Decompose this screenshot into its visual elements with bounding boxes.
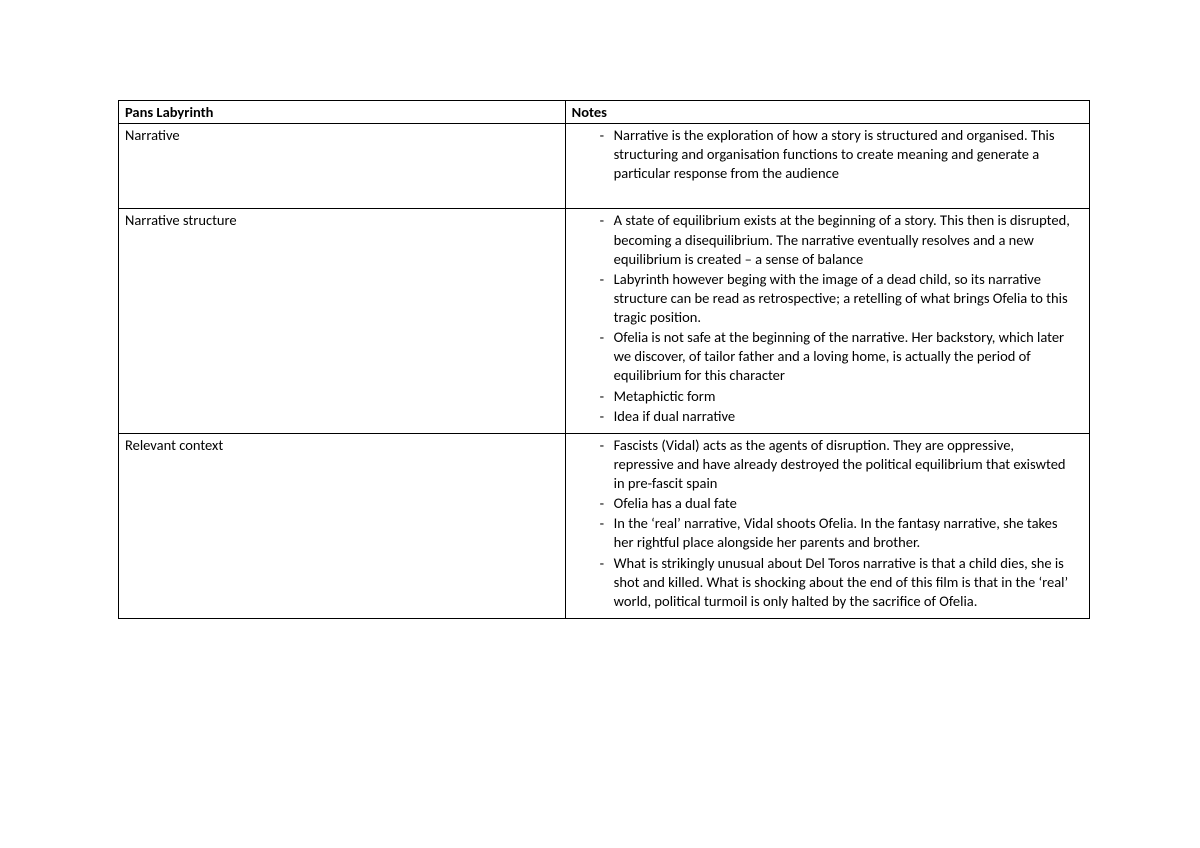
table-row: Narrative Narrative is the exploration of… xyxy=(119,124,1090,209)
table-row: Relevant context Fascists (Vidal) acts as… xyxy=(119,433,1090,618)
list-item: Fascists (Vidal) acts as the agents of d… xyxy=(600,436,1077,493)
table-row: Narrative structure A state of equilibriu… xyxy=(119,209,1090,433)
document-page: Pans Labyrinth Notes NarrativeNarrative … xyxy=(0,0,1200,619)
topic-cell: Narrative xyxy=(119,124,566,209)
bullet-list: Fascists (Vidal) acts as the agents of d… xyxy=(572,436,1083,616)
topic-cell: Narrative structure xyxy=(119,209,566,433)
list-item: Narrative is the exploration of how a st… xyxy=(600,126,1077,183)
list-item: Ofelia is not safe at the beginning of t… xyxy=(600,328,1077,385)
spacer xyxy=(572,188,1083,206)
list-item: What is strikingly unusual about Del Tor… xyxy=(600,554,1077,611)
header-col1: Pans Labyrinth xyxy=(119,101,566,124)
list-item: Metaphictic form xyxy=(600,387,1077,406)
list-item: Idea if dual narrative xyxy=(600,407,1077,426)
notes-cell: Fascists (Vidal) acts as the agents of d… xyxy=(565,433,1089,618)
bullet-list: Narrative is the exploration of how a st… xyxy=(572,126,1083,188)
table-header-row: Pans Labyrinth Notes xyxy=(119,101,1090,124)
list-item: Ofelia has a dual fate xyxy=(600,494,1077,513)
notes-cell: A state of equilibrium exists at the beg… xyxy=(565,209,1089,433)
list-item: In the ‘real’ narrative, Vidal shoots Of… xyxy=(600,514,1077,552)
bullet-list: A state of equilibrium exists at the beg… xyxy=(572,211,1083,430)
header-col2: Notes xyxy=(565,101,1089,124)
list-item: Labyrinth however beging with the image … xyxy=(600,270,1077,327)
topic-cell: Relevant context xyxy=(119,433,566,618)
list-item: A state of equilibrium exists at the beg… xyxy=(600,211,1077,268)
notes-cell: Narrative is the exploration of how a st… xyxy=(565,124,1089,209)
notes-table: Pans Labyrinth Notes NarrativeNarrative … xyxy=(118,100,1090,619)
